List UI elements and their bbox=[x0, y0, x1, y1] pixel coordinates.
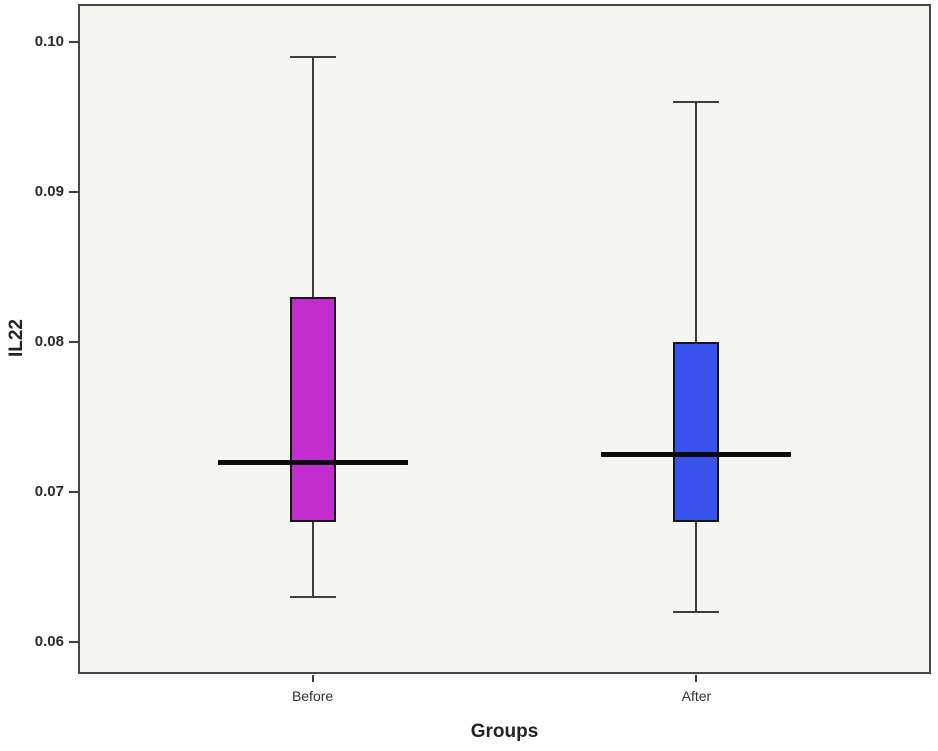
y-tick-mark bbox=[69, 40, 78, 43]
y-tick-label: 0.09 bbox=[34, 182, 64, 200]
whisker-cap-top-before bbox=[289, 55, 336, 58]
y-tick-label: 0.06 bbox=[34, 633, 64, 651]
plot-area bbox=[78, 4, 931, 674]
y-tick-mark bbox=[69, 341, 78, 343]
y-tick-mark bbox=[69, 491, 78, 494]
median-line-after bbox=[601, 452, 792, 458]
x-category-label: After bbox=[681, 688, 712, 704]
whisker-cap-bottom-before bbox=[289, 596, 336, 599]
whisker-upper-before bbox=[311, 56, 314, 297]
whisker-upper-after bbox=[695, 101, 698, 342]
box-before bbox=[289, 296, 336, 523]
x-category-label: Before bbox=[291, 688, 334, 704]
x-tick-mark bbox=[695, 675, 698, 682]
whisker-cap-bottom-after bbox=[673, 611, 720, 614]
y-tick-label: 0.08 bbox=[34, 333, 64, 350]
y-tick-label: 0.10 bbox=[34, 32, 64, 50]
whisker-lower-after bbox=[695, 522, 698, 613]
box-after bbox=[673, 342, 720, 523]
y-tick-mark bbox=[69, 190, 78, 193]
whisker-cap-top-after bbox=[673, 100, 720, 103]
y-tick-mark bbox=[69, 641, 78, 644]
whisker-lower-before bbox=[311, 522, 314, 598]
x-tick-mark bbox=[311, 675, 314, 682]
y-tick-label: 0.07 bbox=[34, 483, 64, 501]
x-axis-title: Groups bbox=[470, 721, 539, 742]
median-line-before bbox=[217, 459, 408, 465]
